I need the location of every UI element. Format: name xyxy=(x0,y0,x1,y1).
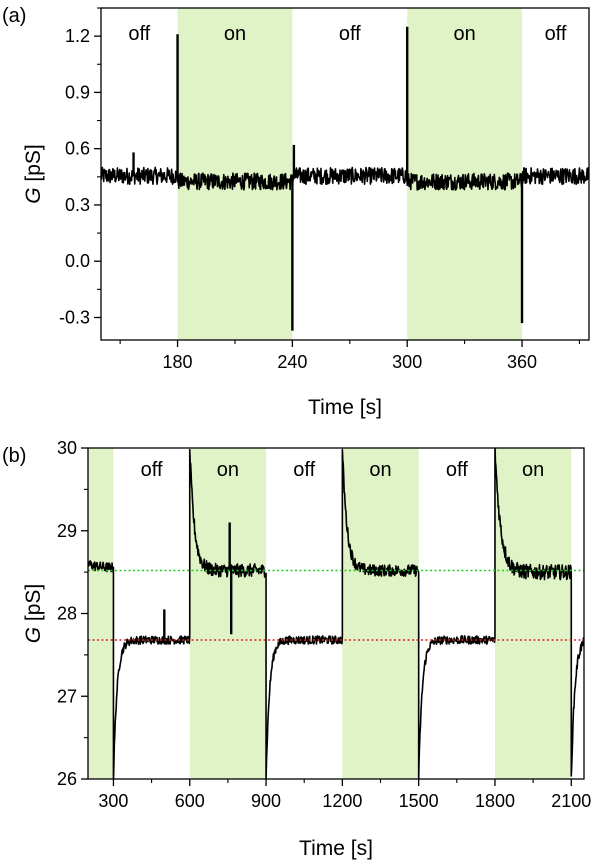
region-label-off: off xyxy=(446,459,468,481)
y-axis-label: G [pS] xyxy=(22,144,45,204)
x-axis-label: Time [s] xyxy=(299,837,373,860)
x-tick-label: 900 xyxy=(251,791,281,811)
region-label-off: off xyxy=(141,459,163,481)
panel-a: off on off on off 180 240 300 360 -0.3 0.0 0.3 0.6 0.… xyxy=(2,5,590,419)
y-tick-label: 0.9 xyxy=(65,82,90,102)
region-label-off: off xyxy=(545,23,567,45)
region-label-off: off xyxy=(128,23,150,45)
x-tick-label: 240 xyxy=(277,352,307,372)
y-tick-label: 0.6 xyxy=(65,139,90,159)
x-tick-label: 1800 xyxy=(475,791,515,811)
region-label-on: on xyxy=(217,459,239,481)
x-tick-label: 300 xyxy=(392,352,422,372)
on-region-shade xyxy=(407,8,523,340)
on-region-shade xyxy=(342,448,419,779)
region-label-on: on xyxy=(224,23,246,45)
y-tick-label: 28 xyxy=(57,604,77,624)
x-tick-label: 2100 xyxy=(551,791,591,811)
y-axis-label-unit: [pS] xyxy=(22,144,45,187)
on-region-shade xyxy=(494,448,572,779)
panel-b: off on off on off on 300 600 900 1200 1500 1800 2100… xyxy=(2,438,591,860)
y-tick-label: 29 xyxy=(57,521,77,541)
x-tick-label: 1500 xyxy=(399,791,439,811)
region-label-on: on xyxy=(369,459,391,481)
y-tick-label: -0.3 xyxy=(59,307,90,327)
region-label-on: on xyxy=(522,459,544,481)
region-label-off: off xyxy=(293,459,315,481)
y-tick-label: 0.0 xyxy=(65,251,90,271)
region-label-on: on xyxy=(453,23,475,45)
x-tick-label: 1200 xyxy=(322,791,362,811)
x-tick-label: 360 xyxy=(507,352,537,372)
x-tick-label: 300 xyxy=(98,791,128,811)
series-group xyxy=(101,26,589,331)
x-tick-label: 600 xyxy=(175,791,205,811)
y-axis-label: G [pS] xyxy=(22,584,45,644)
on-region-shade xyxy=(189,448,267,779)
x-axis-label: Time [s] xyxy=(308,396,382,419)
y-tick-label: 30 xyxy=(57,438,77,458)
series-group xyxy=(88,448,584,779)
series-line xyxy=(101,166,589,191)
series-line xyxy=(88,448,584,779)
y-tick-label: 26 xyxy=(57,769,77,789)
x-tick-label: 180 xyxy=(163,352,193,372)
region-label-off: off xyxy=(339,23,361,45)
y-axis-label-variable: G xyxy=(22,187,45,203)
panel-label: (a) xyxy=(2,5,26,27)
y-axis-label-unit: [pS] xyxy=(22,584,45,627)
on-region-shade xyxy=(88,448,114,779)
panel-label: (b) xyxy=(2,445,26,467)
y-tick-label: 1.2 xyxy=(65,26,90,46)
y-tick-label: 0.3 xyxy=(65,195,90,215)
y-tick-label: 27 xyxy=(57,686,77,706)
y-axis-label-variable: G xyxy=(22,627,45,643)
plot-frame xyxy=(100,7,590,341)
